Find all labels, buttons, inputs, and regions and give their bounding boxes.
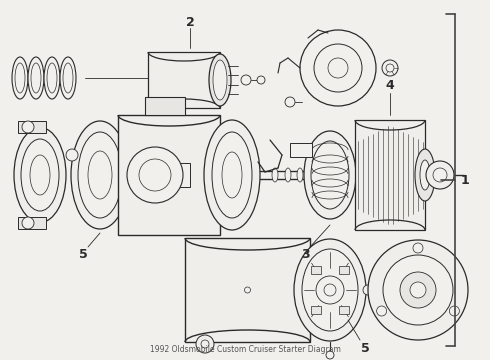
Circle shape xyxy=(300,30,376,106)
Ellipse shape xyxy=(222,152,242,198)
Bar xyxy=(18,217,46,229)
Circle shape xyxy=(22,217,34,229)
Text: 1992 Oldsmobile Custom Cruiser Starter Diagram: 1992 Oldsmobile Custom Cruiser Starter D… xyxy=(149,345,341,354)
Ellipse shape xyxy=(88,151,112,199)
Ellipse shape xyxy=(60,57,76,99)
Bar xyxy=(145,97,185,115)
Text: 3: 3 xyxy=(301,248,309,261)
Circle shape xyxy=(245,287,250,293)
Circle shape xyxy=(324,284,336,296)
Circle shape xyxy=(139,159,171,191)
Ellipse shape xyxy=(415,149,435,201)
Circle shape xyxy=(328,58,348,78)
Bar xyxy=(148,52,220,108)
Circle shape xyxy=(368,240,468,340)
Ellipse shape xyxy=(14,127,66,222)
Circle shape xyxy=(426,161,454,189)
Circle shape xyxy=(413,243,423,253)
Bar xyxy=(118,115,220,235)
Ellipse shape xyxy=(28,57,44,99)
Circle shape xyxy=(316,276,344,304)
Ellipse shape xyxy=(420,160,430,190)
Text: 1: 1 xyxy=(460,174,469,186)
Ellipse shape xyxy=(294,239,366,341)
Ellipse shape xyxy=(302,249,358,331)
Circle shape xyxy=(201,340,209,348)
Ellipse shape xyxy=(15,63,25,93)
Circle shape xyxy=(400,272,436,308)
Ellipse shape xyxy=(44,57,60,99)
Text: 5: 5 xyxy=(361,342,369,355)
Text: 2: 2 xyxy=(186,15,195,28)
Ellipse shape xyxy=(204,120,260,230)
Circle shape xyxy=(382,60,398,76)
Bar xyxy=(290,143,312,157)
Circle shape xyxy=(377,306,387,316)
Ellipse shape xyxy=(304,131,356,219)
Ellipse shape xyxy=(12,57,28,99)
Bar xyxy=(355,120,425,230)
Circle shape xyxy=(363,285,373,295)
Ellipse shape xyxy=(71,121,129,229)
Text: 5: 5 xyxy=(78,248,87,261)
Circle shape xyxy=(314,44,362,92)
Ellipse shape xyxy=(78,132,122,218)
Text: 4: 4 xyxy=(386,78,394,91)
Ellipse shape xyxy=(21,139,59,211)
Ellipse shape xyxy=(212,132,252,218)
Ellipse shape xyxy=(209,54,231,106)
Ellipse shape xyxy=(213,60,227,100)
Ellipse shape xyxy=(31,63,41,93)
Ellipse shape xyxy=(311,141,349,209)
Circle shape xyxy=(66,149,78,161)
Ellipse shape xyxy=(297,168,303,182)
Circle shape xyxy=(383,255,453,325)
Ellipse shape xyxy=(30,155,50,195)
Circle shape xyxy=(433,168,447,182)
Circle shape xyxy=(449,306,459,316)
Circle shape xyxy=(326,351,334,359)
Bar xyxy=(160,163,190,187)
Circle shape xyxy=(386,64,394,72)
Circle shape xyxy=(241,75,251,85)
Ellipse shape xyxy=(47,63,57,93)
Ellipse shape xyxy=(285,168,291,182)
Circle shape xyxy=(379,286,387,294)
Bar xyxy=(311,266,321,274)
Circle shape xyxy=(196,335,214,353)
Bar xyxy=(339,306,349,314)
Circle shape xyxy=(257,76,265,84)
Bar xyxy=(311,306,321,314)
Ellipse shape xyxy=(63,63,73,93)
Circle shape xyxy=(127,147,183,203)
Circle shape xyxy=(22,121,34,133)
Ellipse shape xyxy=(272,168,278,182)
Circle shape xyxy=(285,97,295,107)
Bar xyxy=(18,121,46,133)
Circle shape xyxy=(410,282,426,298)
Bar xyxy=(339,266,349,274)
Bar xyxy=(185,238,310,342)
